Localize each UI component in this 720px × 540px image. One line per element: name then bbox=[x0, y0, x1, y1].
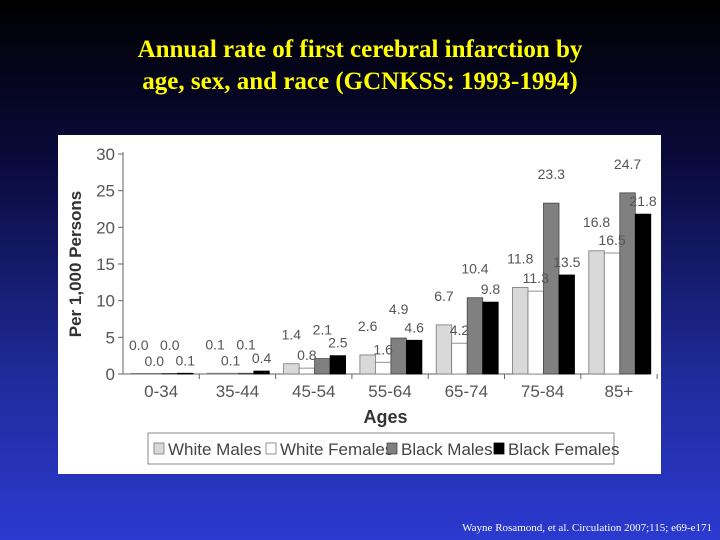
data-label: 21.8 bbox=[629, 193, 656, 209]
x-tick-label: 85+ bbox=[605, 382, 634, 401]
bar bbox=[314, 358, 331, 375]
legend-swatch bbox=[493, 442, 505, 455]
legend-label: Black Males bbox=[401, 440, 493, 459]
bar bbox=[130, 372, 147, 375]
bar bbox=[298, 367, 316, 375]
bar bbox=[619, 192, 636, 375]
bar bbox=[177, 372, 194, 375]
data-label: 10.4 bbox=[461, 261, 488, 277]
y-tick-label: 20 bbox=[96, 218, 115, 237]
bar bbox=[161, 372, 178, 375]
y-tick-label: 15 bbox=[96, 255, 115, 274]
y-tick-label: 5 bbox=[106, 328, 115, 347]
x-tick-label: 45-54 bbox=[292, 382, 335, 401]
data-label: 6.7 bbox=[434, 288, 454, 304]
bar bbox=[466, 297, 484, 375]
legend-swatch bbox=[265, 442, 277, 455]
bar bbox=[253, 370, 270, 375]
bar bbox=[512, 287, 529, 375]
bar bbox=[222, 372, 239, 375]
data-label: 2.6 bbox=[358, 318, 378, 334]
data-label: 0.1 bbox=[205, 336, 225, 352]
data-label: 11.3 bbox=[523, 270, 549, 286]
bar bbox=[359, 354, 376, 375]
data-label: 4.2 bbox=[450, 322, 470, 338]
legend-swatch bbox=[386, 442, 398, 455]
data-label: 2.5 bbox=[328, 335, 348, 351]
data-label: 16.5 bbox=[598, 232, 625, 248]
data-label: 2.1 bbox=[313, 322, 333, 338]
slide-title: Annual rate of first cerebral infarction… bbox=[0, 34, 720, 98]
x-tick-label: 65-74 bbox=[445, 382, 488, 401]
bar bbox=[451, 342, 468, 375]
data-label: 0.8 bbox=[297, 347, 317, 363]
y-tick-label: 25 bbox=[96, 182, 115, 201]
bar bbox=[527, 290, 544, 375]
x-tick-label: 35-44 bbox=[216, 382, 259, 401]
data-label: 9.8 bbox=[481, 281, 501, 297]
bar bbox=[374, 361, 392, 375]
bar bbox=[543, 202, 560, 375]
bar bbox=[206, 372, 224, 375]
bar bbox=[482, 301, 499, 375]
x-tick-label: 75-84 bbox=[521, 382, 564, 401]
data-label: 24.7 bbox=[614, 156, 641, 172]
legend-box bbox=[147, 432, 615, 465]
x-axis-title: Ages bbox=[363, 407, 407, 427]
y-tick-label: 0 bbox=[106, 365, 115, 384]
bar bbox=[146, 372, 163, 375]
legend-label: Black Females bbox=[508, 440, 619, 459]
chart-panel: 0 5 10 15 20 25 30 Per 1,000 Persons 0-34 35-44 45… bbox=[58, 135, 661, 474]
slide-title-line-1: Annual rate of first cerebral infarction… bbox=[137, 36, 583, 63]
data-label: 1.6 bbox=[373, 341, 393, 357]
data-label: 11.8 bbox=[507, 250, 533, 266]
data-label: 0.0 bbox=[160, 337, 180, 353]
bar bbox=[283, 363, 300, 375]
data-label: 0.1 bbox=[236, 336, 256, 352]
data-label: 23.3 bbox=[538, 166, 565, 182]
data-label: 4.6 bbox=[404, 319, 424, 335]
bar bbox=[603, 252, 621, 375]
y-axis-title: Per 1,000 Persons bbox=[66, 191, 85, 337]
bar bbox=[390, 337, 407, 375]
y-tick-label: 30 bbox=[96, 145, 115, 164]
data-label: 16.8 bbox=[583, 214, 610, 230]
data-label: 13.5 bbox=[553, 254, 580, 270]
legend-swatch bbox=[153, 442, 165, 455]
citation: Wayne Rosamond, et al. Circulation 2007;… bbox=[462, 522, 712, 534]
slide-title-line-2: age, sex, and race (GCNKSS: 1993-1994) bbox=[142, 68, 578, 95]
x-tick-label: 55-64 bbox=[368, 382, 411, 401]
data-label: 0.4 bbox=[252, 350, 272, 366]
data-label: 0.0 bbox=[145, 353, 165, 369]
bar bbox=[329, 355, 347, 375]
bar bbox=[558, 274, 575, 375]
data-label: 4.9 bbox=[389, 301, 409, 317]
data-label: 0.0 bbox=[129, 337, 149, 353]
bar-chart: 0 5 10 15 20 25 30 Per 1,000 Persons 0-34 35-44 45… bbox=[66, 145, 658, 465]
bar bbox=[405, 339, 423, 375]
bar bbox=[588, 250, 605, 375]
data-label: 0.1 bbox=[176, 352, 196, 368]
y-tick-label: 10 bbox=[96, 292, 115, 311]
legend-label: White Males bbox=[168, 440, 262, 459]
data-label: 0.1 bbox=[221, 352, 241, 368]
legend-label: White Females bbox=[280, 440, 393, 459]
x-tick-label: 0-34 bbox=[144, 382, 178, 401]
bar bbox=[634, 213, 652, 375]
bar bbox=[237, 372, 255, 375]
data-label: 1.4 bbox=[282, 327, 302, 343]
